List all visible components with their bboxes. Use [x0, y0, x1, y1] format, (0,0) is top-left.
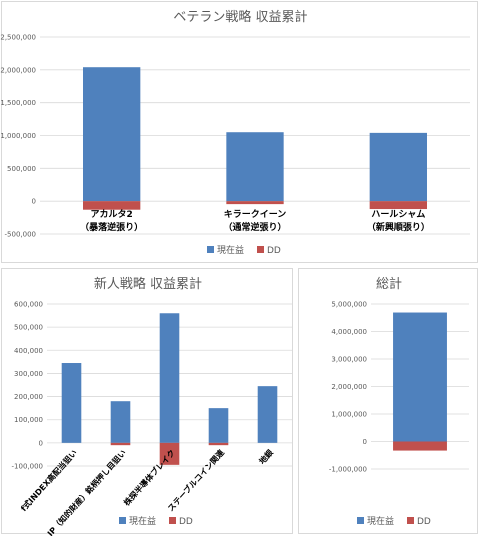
dd-bar [369, 201, 427, 210]
y-tick-label: -500,000 [5, 231, 36, 239]
total-chart: 総計 -1,000,000 0 1,000,000 2,000,000 3,000,000… [298, 268, 478, 534]
gain-bar [257, 386, 278, 443]
legend-swatch-gain [357, 517, 364, 524]
legend-label-gain: 現在益 [367, 515, 394, 527]
legend-swatch-dd [257, 246, 264, 253]
y-tick-label: 0 [39, 439, 43, 447]
gain-bar [83, 67, 141, 202]
gain-bar [208, 408, 229, 443]
category-label: IP（知的財産）銘柄押し目狙い [45, 448, 128, 536]
legend-label-gain: 現在益 [129, 515, 156, 527]
category-label: アカルタ2 [91, 208, 133, 220]
gain-bar [61, 363, 82, 443]
y-tick-label: 500,000 [7, 165, 36, 173]
y-tick-label: 500,000 [14, 324, 43, 332]
y-tick-label: 5,000,000 [331, 301, 367, 309]
category-label: キラークイーン [224, 209, 287, 220]
legend-label-dd: DD [417, 517, 431, 527]
category-label: 株探半導体ブレイク [121, 448, 177, 508]
chart-title: 新人戦略 収益累計 [94, 276, 202, 292]
y-tick-label: 300,000 [14, 370, 43, 378]
y-tick-label: 4,000,000 [331, 328, 367, 336]
y-tick-label: 200,000 [14, 393, 43, 401]
veteran-strategy-chart: ベテラン戦略 収益累計 -500,000 0 500,000 1,000,000 1,50… [0, 1, 478, 263]
dd-bar [110, 442, 131, 446]
dd-bar [159, 442, 180, 465]
y-tick-label: 2,000,000 [331, 383, 367, 391]
y-tick-label: 3,000,000 [331, 356, 367, 364]
category-label: （新興順張り） [367, 221, 430, 233]
y-tick-label: -1,000,000 [329, 466, 367, 474]
y-tick-label: 0 [32, 198, 36, 206]
category-label: （通常逆張り） [223, 221, 286, 233]
total-chart-svg: 総計 -1,000,000 0 1,000,000 2,000,000 3,000,000… [329, 276, 469, 527]
legend-label-dd: DD [267, 246, 281, 256]
gain-bar [226, 132, 284, 202]
legend-swatch-gain [207, 246, 214, 253]
y-tick-label: 0 [363, 438, 367, 446]
y-tick-label: 1,000,000 [0, 132, 36, 140]
y-tick-label: 2,500,000 [0, 34, 36, 42]
y-tick-label: -100,000 [12, 463, 43, 471]
veteran-chart-svg: ベテラン戦略 収益累計 -500,000 0 500,000 1,000,000 1,50… [0, 9, 470, 256]
y-tick-label: 100,000 [14, 416, 43, 424]
category-label: f式INDEX高配当狙い [18, 448, 79, 514]
chart-title: ベテラン戦略 収益累計 [173, 9, 307, 25]
legend-label-dd: DD [179, 517, 193, 527]
category-label: （暴落逆張り） [80, 221, 143, 233]
y-tick-label: 1,500,000 [0, 99, 36, 107]
dd-bar [208, 442, 229, 446]
gain-bar [393, 312, 447, 442]
dd-bar [226, 201, 284, 205]
dd-bar [83, 201, 141, 210]
legend-swatch-dd [407, 517, 414, 524]
category-label: ハールシャム [371, 209, 425, 220]
gain-bar [159, 313, 180, 443]
gain-bar [110, 401, 131, 443]
gain-bar [369, 132, 427, 202]
y-tick-label: 1,000,000 [331, 411, 367, 419]
legend-swatch-gain [119, 517, 126, 524]
newcomer-chart-svg: 新人戦略 収益累計 -100,000 0 100,000 200,000 300,000 4… [12, 276, 292, 536]
y-tick-label: 2,000,000 [0, 66, 36, 74]
legend-label-gain: 現在益 [217, 244, 244, 256]
category-label: 地銀 [257, 448, 275, 467]
y-tick-label: 400,000 [14, 347, 43, 355]
dd-bar [393, 441, 447, 451]
y-tick-label: 600,000 [14, 301, 43, 309]
chart-title: 総計 [376, 276, 402, 292]
legend-swatch-dd [169, 517, 176, 524]
newcomer-strategy-chart: 新人戦略 収益累計 -100,000 0 100,000 200,000 300,000 4… [1, 268, 293, 536]
